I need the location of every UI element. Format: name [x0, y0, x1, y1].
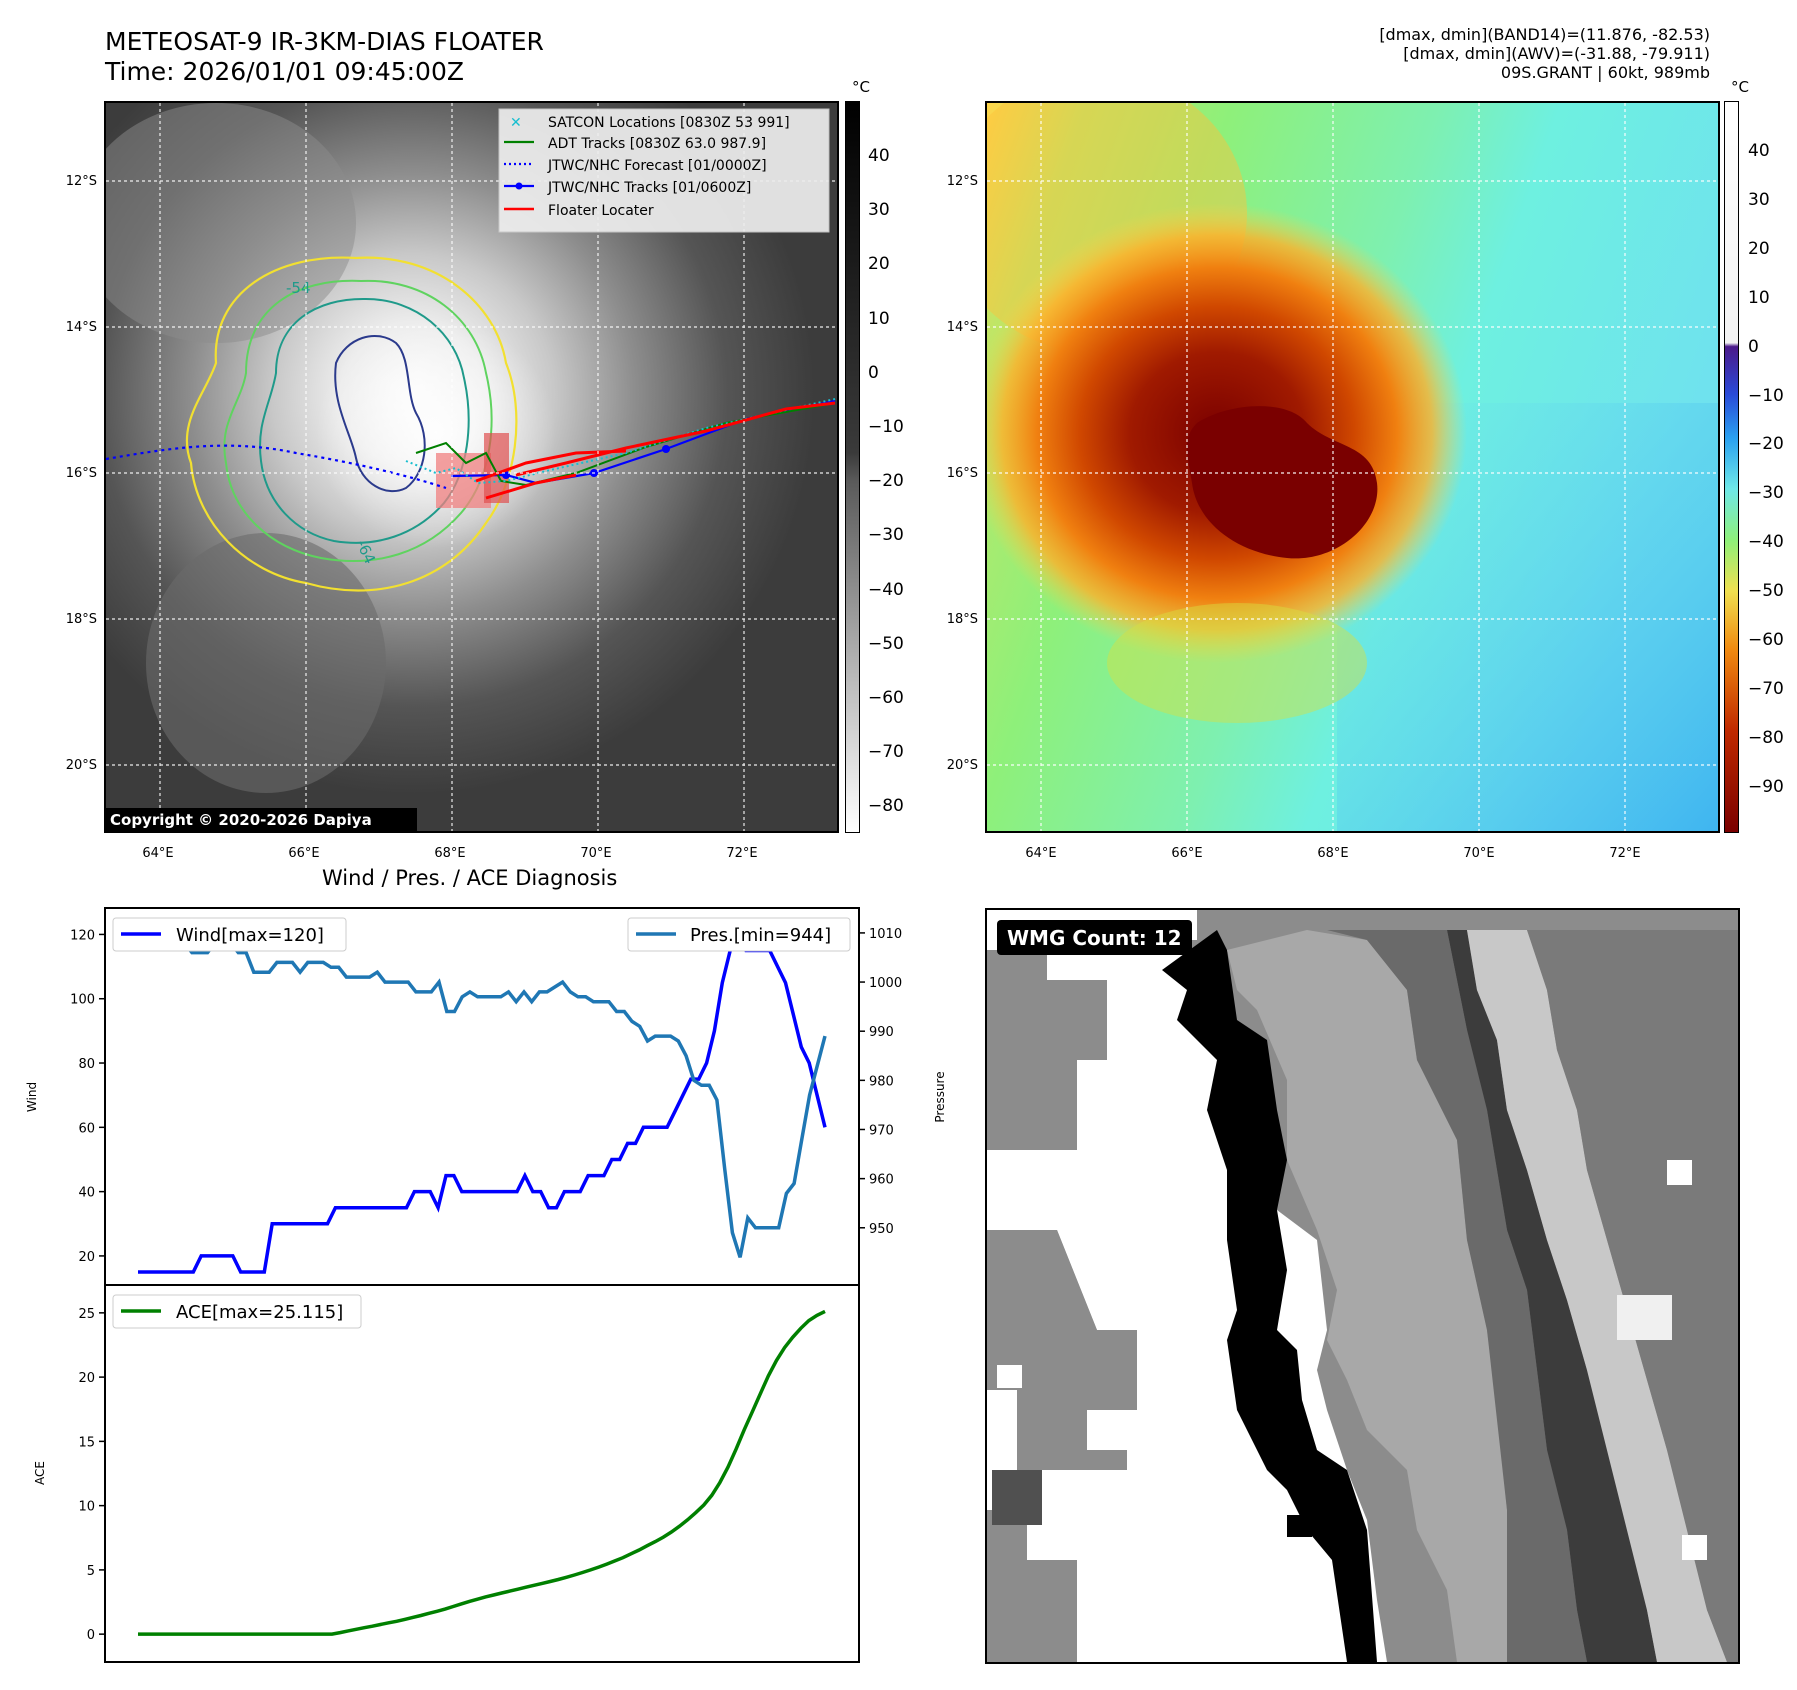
- colorbar-tick: −50: [868, 633, 904, 654]
- wmg-panel: WMG Count: 12: [985, 908, 1740, 1664]
- colorbar-tick: −10: [1748, 385, 1784, 406]
- colorbar-tick: 30: [868, 200, 890, 221]
- legend-forecast: JTWC/NHC Forecast [01/0000Z]: [547, 158, 767, 174]
- pressure-tick: 950: [869, 1222, 894, 1237]
- colorbar-tick: 10: [1748, 287, 1770, 308]
- colorbar-tick: −30: [868, 525, 904, 546]
- ace-axis-label: ACE: [33, 1461, 47, 1485]
- wind-tick: 20: [78, 1250, 95, 1265]
- ace-series-line: [138, 1309, 826, 1636]
- pressure-tick: 1010: [869, 927, 902, 942]
- colorbar-tick: −60: [868, 688, 904, 708]
- colorbar-tick: 0: [1748, 336, 1759, 357]
- colorbar-tick: −80: [1748, 727, 1784, 748]
- left-colorbar: [845, 101, 860, 833]
- diagnosis-title: Wind / Pres. / ACE Diagnosis: [322, 866, 618, 890]
- left-colorbar-unit: °C: [852, 78, 870, 96]
- map-legend: ✕ SATCON Locations [0830Z 53 991] ADT Tr…: [504, 115, 790, 219]
- figure-title: METEOSAT-9 IR-3KM-DIAS FLOATER: [105, 27, 544, 56]
- legend-tracks: JTWC/NHC Tracks [01/0600Z]: [547, 180, 751, 196]
- ace-tick: 5: [87, 1564, 95, 1579]
- contour-label-54: -54: [286, 279, 311, 297]
- legend-adt: ADT Tracks [0830Z 63.0 987.9]: [548, 136, 766, 152]
- colorbar-tick: −20: [868, 471, 904, 492]
- colorbar-tick: −90: [1748, 776, 1784, 797]
- wind-tick: 80: [78, 1057, 95, 1072]
- legend-floater: Floater Locater: [548, 203, 654, 219]
- colorbar-tick: −30: [1748, 483, 1784, 504]
- figure-time: Time: 2026/01/01 09:45:00Z: [105, 57, 464, 86]
- legend-satcon: SATCON Locations [0830Z 53 991]: [548, 115, 790, 131]
- colorbar-tick: 20: [868, 254, 890, 275]
- colorbar-tick: −80: [868, 796, 904, 817]
- ace-tick: 0: [87, 1628, 95, 1643]
- pressure-tick: 960: [869, 1173, 894, 1188]
- ace-legend-label: ACE[max=25.115]: [176, 1302, 343, 1323]
- colorbar-tick: 10: [868, 308, 890, 329]
- colorbar-tick: 40: [868, 146, 890, 166]
- ace-tick: 25: [78, 1307, 95, 1322]
- pressure-tick: 1000: [869, 976, 902, 991]
- colorbar-tick: 20: [1748, 238, 1770, 259]
- colorbar-tick: 40: [1748, 141, 1770, 161]
- right-colorbar-unit: °C: [1731, 78, 1749, 96]
- wind-tick: 120: [70, 928, 95, 943]
- copyright: Copyright © 2020-2026 Dapiya: [110, 811, 372, 829]
- info-storm: 09S.GRANT | 60kt, 989mb: [1500, 63, 1710, 82]
- wmg-count-label: WMG Count: 12: [1007, 926, 1182, 950]
- awv-map: [987, 103, 1718, 831]
- wind-series-line: [138, 930, 827, 1274]
- ir-map: -54 -64 ✕ SATCON Locatio: [106, 103, 837, 831]
- pressure-legend: Pres.[min=944]: [627, 917, 851, 952]
- svg-text:✕: ✕: [510, 115, 522, 131]
- ace-tick: 20: [78, 1371, 95, 1386]
- ace-legend: ACE[max=25.115]: [112, 1294, 362, 1329]
- pressure-legend-label: Pres.[min=944]: [690, 925, 831, 946]
- wind-legend-label: Wind[max=120]: [176, 925, 324, 946]
- wmg-grid: WMG Count: 12: [987, 910, 1738, 1662]
- ir-map-panel: -54 -64 ✕ SATCON Locatio: [104, 101, 839, 833]
- wind-tick: 40: [78, 1186, 95, 1201]
- colorbar-tick: −10: [868, 417, 904, 437]
- ace-tick: 15: [78, 1435, 95, 1450]
- wind-legend: Wind[max=120]: [112, 917, 347, 952]
- colorbar-tick: 0: [868, 362, 879, 383]
- pressure-tick: 980: [869, 1074, 894, 1089]
- colorbar-tick: −50: [1748, 581, 1784, 602]
- right-colorbar: [1724, 101, 1739, 833]
- ace-tick: 10: [78, 1500, 95, 1515]
- info-awv: [dmax, dmin](AWV)=(-31.88, -79.911): [1403, 44, 1710, 63]
- awv-map-panel: [985, 101, 1720, 833]
- colorbar-tick: −60: [1748, 630, 1784, 650]
- pressure-tick: 990: [869, 1025, 894, 1040]
- colorbar-tick: −70: [868, 742, 904, 763]
- colorbar-tick: −20: [1748, 434, 1784, 455]
- wind-axis-label: Wind: [25, 1082, 39, 1112]
- pressure-axis-label: Pressure: [933, 1071, 947, 1122]
- colorbar-tick: −40: [868, 579, 904, 600]
- colorbar-tick: −70: [1748, 678, 1784, 699]
- wind-tick: 60: [78, 1121, 95, 1136]
- wind-tick: 100: [70, 993, 95, 1008]
- colorbar-tick: 30: [1748, 189, 1770, 210]
- colorbar-tick: −40: [1748, 532, 1784, 553]
- pressure-series-line: [138, 931, 827, 1258]
- info-band14: [dmax, dmin](BAND14)=(11.876, -82.53): [1379, 25, 1710, 44]
- pressure-tick: 970: [869, 1123, 894, 1138]
